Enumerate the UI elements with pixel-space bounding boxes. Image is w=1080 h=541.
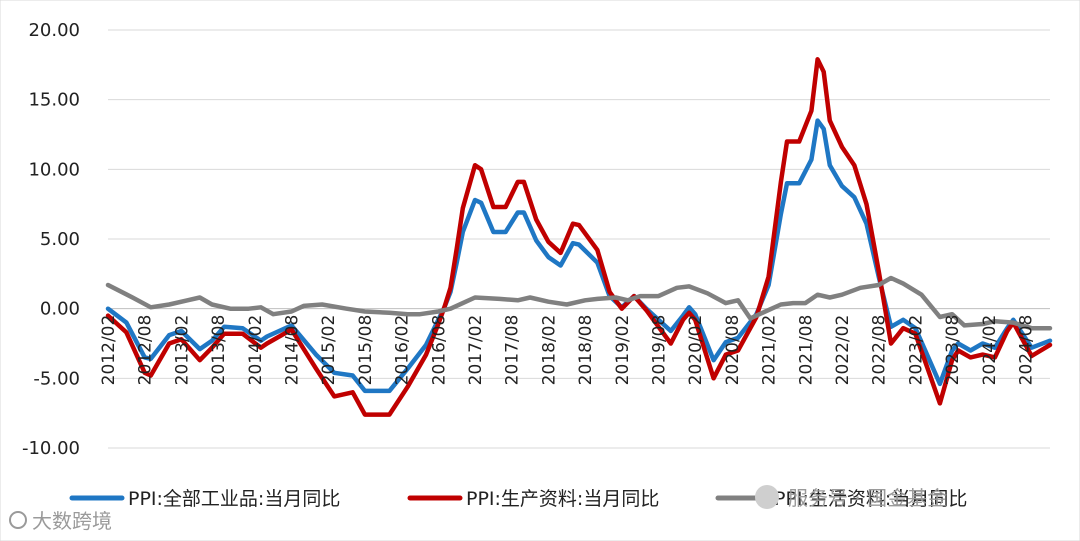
x-tick: 2015/02 xyxy=(319,315,339,386)
x-tick-label: 2022/02 xyxy=(833,315,853,386)
x-tick-label: 2015/02 xyxy=(319,315,339,386)
x-tick: 2021/02 xyxy=(760,315,780,386)
x-tick: 2022/08 xyxy=(870,315,890,386)
watermark-brand: 大数跨境 xyxy=(32,509,112,533)
x-tick-label: 2016/02 xyxy=(393,315,413,386)
x-tick: 2024/08 xyxy=(1017,315,1037,386)
legend-label-2: PPI:生产资料:当月同比 xyxy=(466,488,659,510)
x-tick-label: 2012/08 xyxy=(136,315,156,386)
y-tick-label: 15.00 xyxy=(28,90,80,111)
x-tick-label: 2017/02 xyxy=(466,315,486,386)
x-tick-label: 2013/08 xyxy=(209,315,229,386)
x-tick: 2023/02 xyxy=(906,315,926,386)
x-tick-label: 2021/02 xyxy=(760,315,780,386)
series-line-3 xyxy=(105,275,1053,331)
y-tick-label: 5.00 xyxy=(40,229,80,250)
y-tick-label: 20.00 xyxy=(28,20,80,41)
x-tick-label: 2016/08 xyxy=(429,315,449,386)
x-tick-label: 2014/02 xyxy=(246,315,266,386)
legend-label-1: PPI:全部工业品:当月同比 xyxy=(128,488,340,510)
x-tick-label: 2013/02 xyxy=(172,315,192,386)
x-tick-label: 2020/08 xyxy=(723,315,743,386)
legend: PPI:全部工业品:当月同比 PPI:生产资料:当月同比 PPI:生活资料:当月同比 xyxy=(69,488,967,510)
x-tick-label: 2012/02 xyxy=(99,315,119,386)
x-tick: 2012/08 xyxy=(136,315,156,386)
y-tick-label: -10.00 xyxy=(22,438,80,459)
x-tick-label: 2017/08 xyxy=(503,315,523,386)
x-tick: 2015/08 xyxy=(356,315,376,386)
x-tick: 2018/02 xyxy=(539,315,559,386)
x-axis-tick-labels: 2012/02 2012/08 2013/02 2013/08 2014/02 2014/… xyxy=(99,315,1037,386)
brand-logo-icon xyxy=(9,511,27,529)
y-axis-tick-labels: -10.00 -5.00 0.00 5.00 10.00 15.00 20.00 xyxy=(22,20,80,459)
x-tick: 2024/02 xyxy=(980,315,1000,386)
wechat-icon xyxy=(755,485,779,509)
watermark: 服务号 · 国金基金 大数跨境 xyxy=(9,485,947,533)
y-tick-label: 0.00 xyxy=(40,299,80,320)
watermark-account: 服务号 · 国金基金 xyxy=(788,486,947,510)
x-tick: 2020/02 xyxy=(686,315,706,386)
x-tick: 2013/08 xyxy=(209,315,229,386)
x-tick: 2012/02 xyxy=(99,315,119,386)
legend-label-3: PPI:生活资料:当月同比 xyxy=(774,488,967,510)
x-tick: 2014/08 xyxy=(283,315,303,386)
x-tick: 2019/02 xyxy=(613,315,633,386)
x-tick-label: 2023/08 xyxy=(943,315,963,386)
x-tick: 2017/02 xyxy=(466,315,486,386)
x-tick-label: 2024/08 xyxy=(1017,315,1037,386)
y-tick-label: 10.00 xyxy=(28,159,80,180)
x-tick-label: 2023/02 xyxy=(906,315,926,386)
x-tick: 2022/02 xyxy=(833,315,853,386)
x-tick: 2016/02 xyxy=(393,315,413,386)
series-line-2 xyxy=(105,57,1053,417)
x-tick-label: 2018/08 xyxy=(576,315,596,386)
x-tick-label: 2024/02 xyxy=(980,315,1000,386)
x-tick: 2023/08 xyxy=(943,315,963,386)
x-tick: 2014/02 xyxy=(246,315,266,386)
x-tick: 2019/08 xyxy=(650,315,670,386)
series-lines xyxy=(105,57,1053,417)
x-tick-label: 2018/02 xyxy=(539,315,559,386)
x-tick: 2020/08 xyxy=(723,315,743,386)
x-tick-label: 2019/08 xyxy=(650,315,670,386)
x-tick-label: 2020/02 xyxy=(686,315,706,386)
x-tick-label: 2019/02 xyxy=(613,315,633,386)
x-tick: 2013/02 xyxy=(172,315,192,386)
x-tick: 2017/08 xyxy=(503,315,523,386)
x-tick-label: 2015/08 xyxy=(356,315,376,386)
x-tick-label: 2021/08 xyxy=(796,315,816,386)
x-tick: 2018/08 xyxy=(576,315,596,386)
x-tick: 2021/08 xyxy=(796,315,816,386)
x-tick-label: 2014/08 xyxy=(283,315,303,386)
y-tick-label: -5.00 xyxy=(33,368,80,389)
x-tick-label: 2022/08 xyxy=(870,315,890,386)
x-tick: 2016/08 xyxy=(429,315,449,386)
